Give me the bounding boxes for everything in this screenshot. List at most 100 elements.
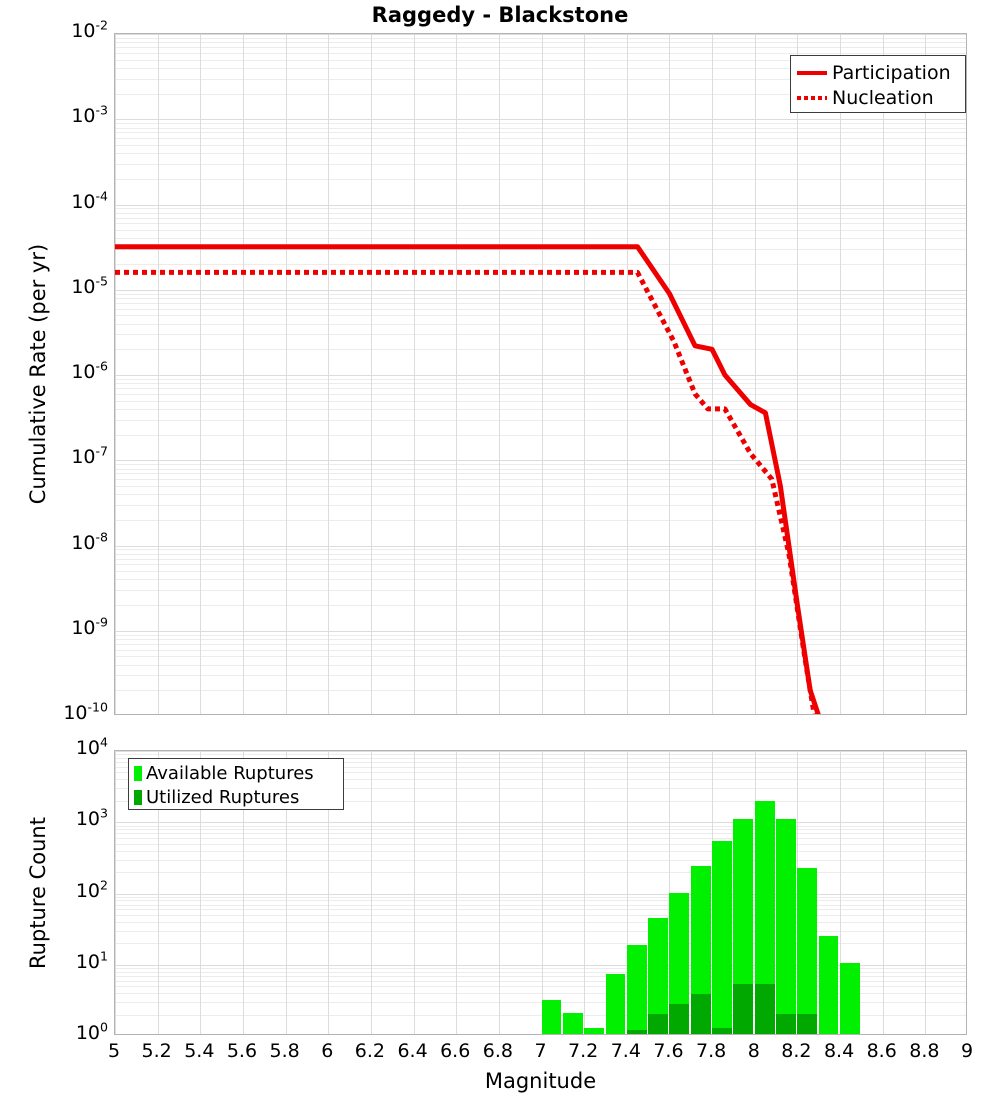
gridline-minor [115,464,966,465]
bar-utilized-ruptures [776,1014,796,1034]
gridline-minor [115,420,966,421]
gridline-major [115,965,966,966]
gridline-minor [115,179,966,180]
gridline-minor [115,298,966,299]
gridline-minor [115,833,966,834]
gridline-minor [115,559,966,560]
gridline-vertical [414,34,415,714]
gridline-minor [115,401,966,402]
gridline-minor [115,579,966,580]
legend-item-available-ruptures[interactable]: Available Ruptures [134,761,338,785]
gridline-vertical [115,751,116,1034]
gridline-vertical [243,34,244,714]
gridline-minor [115,976,966,977]
gridline-minor [115,68,966,69]
gridline-major [115,822,966,823]
bar-utilized-ruptures [754,984,775,1034]
legend-label-available-ruptures: Available Ruptures [146,762,314,784]
gridline-minor [115,931,966,932]
gridline-vertical [456,751,457,1034]
x-tick-label: 6.8 [482,1040,513,1062]
bar-utilized-ruptures [669,1004,690,1034]
gridline-major [115,631,966,632]
gridline-vertical [883,34,884,714]
bar-available-ruptures [712,841,732,1034]
gridline-vertical [286,751,287,1034]
x-tick-label: 7.4 [610,1040,641,1062]
gridline-minor [115,905,966,906]
gridline-minor [115,238,966,239]
y-tick-label: 100 [75,1019,108,1044]
gridline-minor [115,505,966,506]
gridline-vertical [200,751,201,1034]
gridline-vertical [328,34,329,714]
x-tick-label: 7 [534,1040,547,1062]
x-tick-label: 5.4 [184,1040,215,1062]
y-tick-label: 10-4 [71,188,108,213]
y-tick-label: 103 [75,805,108,831]
x-tick-label: 7.6 [653,1040,684,1062]
gridline-minor [115,494,966,495]
gridline-vertical [542,751,543,1034]
gridline-minor [115,409,966,410]
gridline-minor [115,349,966,350]
bar-available-ruptures [797,867,818,1034]
gridline-vertical [243,751,244,1034]
legend-item-participation[interactable]: Participation [797,60,959,85]
gridline-minor [115,972,966,973]
gridline-minor [115,665,966,666]
gridline-minor [115,435,966,436]
gridline-major [115,290,966,291]
gridline-minor [115,213,966,214]
gridline-minor [115,838,966,839]
gridline-vertical [499,34,500,714]
gridline-vertical [669,34,670,714]
gridline-minor [115,230,966,231]
gridline-minor [115,223,966,224]
bottom-legend: Available Ruptures Utilized Ruptures [128,758,344,810]
gridline-minor [115,249,966,250]
bar-available-ruptures [840,962,860,1034]
y-tick-label: 101 [75,948,108,973]
bar-utilized-ruptures [712,1028,732,1034]
bar-available-ruptures [690,865,711,1034]
gridline-minor [115,473,966,474]
gridline-minor [115,132,966,133]
gridline-vertical [925,751,926,1034]
bar-available-ruptures [776,818,796,1034]
gridline-minor [115,981,966,982]
gridline-minor [115,826,966,827]
gridline-minor [115,675,966,676]
gridline-minor [115,897,966,898]
gridline-vertical [883,751,884,1034]
gridline-minor [115,60,966,61]
gridline-vertical [158,34,159,714]
x-tick-label: 5.6 [226,1040,258,1062]
cumulative-rate-plot [114,33,967,715]
x-tick-label: 8.8 [909,1040,940,1062]
gridline-vertical [328,751,329,1034]
gridline-minor [115,758,966,759]
gridline-minor [115,138,966,139]
gridline-minor [115,334,966,335]
bar-available-ruptures [626,944,647,1034]
legend-item-nucleation[interactable]: Nucleation [797,85,959,110]
legend-label-utilized-ruptures: Utilized Ruptures [146,786,300,808]
gridline-minor [115,915,966,916]
gridline-minor [115,762,966,763]
bar-available-ruptures [562,1012,583,1034]
curve-participation [115,244,821,714]
gridline-minor [115,690,966,691]
x-tick-label: 8.6 [866,1040,897,1062]
legend-item-utilized-ruptures[interactable]: Utilized Ruptures [134,785,338,809]
gridline-minor [115,844,966,845]
y-tick-label: 102 [75,877,108,902]
gridline-vertical [115,34,116,714]
bar-available-ruptures [733,818,754,1034]
gridline-minor [115,754,966,755]
gridline-vertical [627,34,628,714]
gridline-minor [115,469,966,470]
gridline-minor [115,208,966,209]
gridline-minor [115,644,966,645]
